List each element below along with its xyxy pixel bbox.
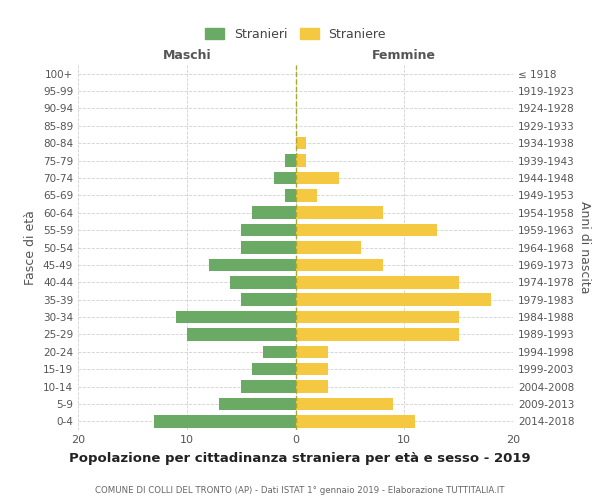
Bar: [296, 328, 458, 340]
Bar: [296, 380, 328, 393]
Bar: [296, 189, 317, 202]
Bar: [296, 398, 394, 410]
Bar: [263, 346, 296, 358]
Bar: [296, 154, 307, 167]
Bar: [296, 276, 458, 288]
Text: Femmine: Femmine: [372, 50, 436, 62]
Bar: [220, 398, 296, 410]
Bar: [296, 346, 328, 358]
Bar: [209, 258, 296, 271]
Bar: [296, 172, 339, 184]
Bar: [296, 206, 383, 219]
Bar: [187, 328, 296, 340]
Bar: [296, 311, 458, 324]
Bar: [230, 276, 296, 288]
Y-axis label: Anni di nascita: Anni di nascita: [578, 201, 591, 294]
Bar: [296, 363, 328, 376]
Bar: [241, 224, 296, 236]
Text: Popolazione per cittadinanza straniera per età e sesso - 2019: Popolazione per cittadinanza straniera p…: [69, 452, 531, 465]
Bar: [296, 241, 361, 254]
Bar: [284, 189, 296, 202]
Bar: [296, 294, 491, 306]
Bar: [252, 206, 296, 219]
Bar: [296, 224, 437, 236]
Bar: [296, 258, 383, 271]
Bar: [176, 311, 296, 324]
Bar: [241, 294, 296, 306]
Bar: [252, 363, 296, 376]
Bar: [284, 154, 296, 167]
Bar: [296, 415, 415, 428]
Bar: [154, 415, 296, 428]
Bar: [241, 241, 296, 254]
Bar: [274, 172, 296, 184]
Bar: [241, 380, 296, 393]
Y-axis label: Fasce di età: Fasce di età: [25, 210, 37, 285]
Text: Maschi: Maschi: [163, 50, 211, 62]
Legend: Stranieri, Straniere: Stranieri, Straniere: [201, 24, 390, 44]
Text: COMUNE DI COLLI DEL TRONTO (AP) - Dati ISTAT 1° gennaio 2019 - Elaborazione TUTT: COMUNE DI COLLI DEL TRONTO (AP) - Dati I…: [95, 486, 505, 495]
Bar: [296, 137, 307, 149]
